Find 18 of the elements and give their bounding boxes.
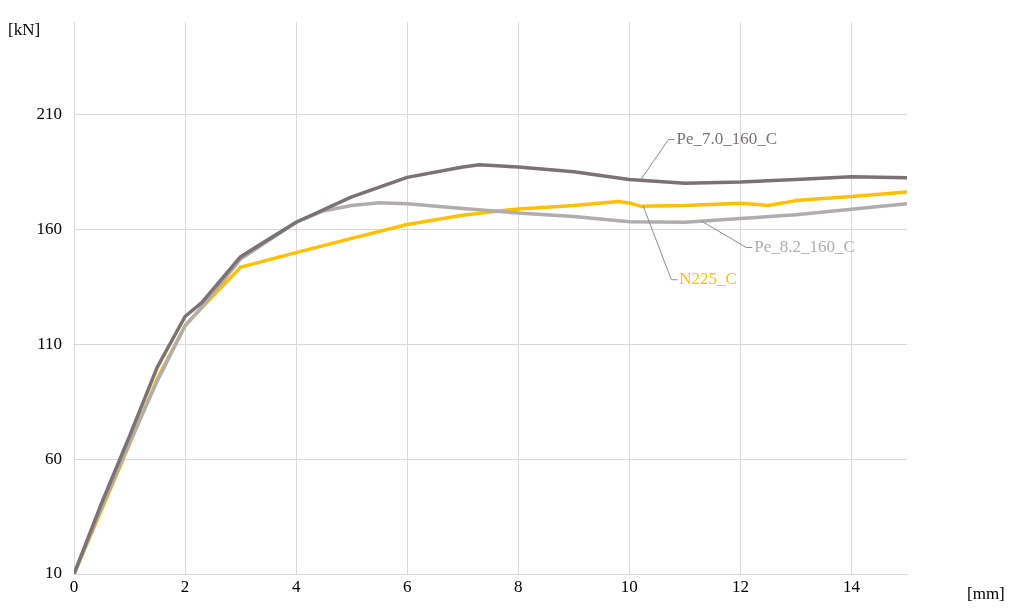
- x-tick-label: 14: [842, 576, 861, 596]
- y-tick-label: 210: [36, 103, 62, 123]
- series-label: Pe_7.0_160_C: [676, 128, 778, 148]
- x-tick-label: 12: [731, 576, 749, 596]
- x-tick-label: 10: [620, 576, 638, 596]
- text: N225_C: [679, 269, 737, 289]
- x-tick-label: 4: [291, 576, 301, 596]
- x-tick-label: 0: [69, 576, 79, 596]
- x-axis-title: [mm]: [967, 584, 1005, 604]
- x-tick-label: 2: [180, 576, 190, 596]
- x-tick-label: 6: [402, 576, 412, 596]
- x-tick-label: 8: [514, 576, 523, 596]
- y-tick-label: 10: [45, 563, 62, 583]
- y-tick-label: 110: [37, 333, 62, 353]
- series-label: Pe_8.2_160_C: [754, 236, 855, 256]
- y-tick-label: 160: [36, 218, 62, 238]
- y-axis-title: [kN]: [8, 19, 41, 39]
- y-tick-label: 60: [45, 448, 62, 468]
